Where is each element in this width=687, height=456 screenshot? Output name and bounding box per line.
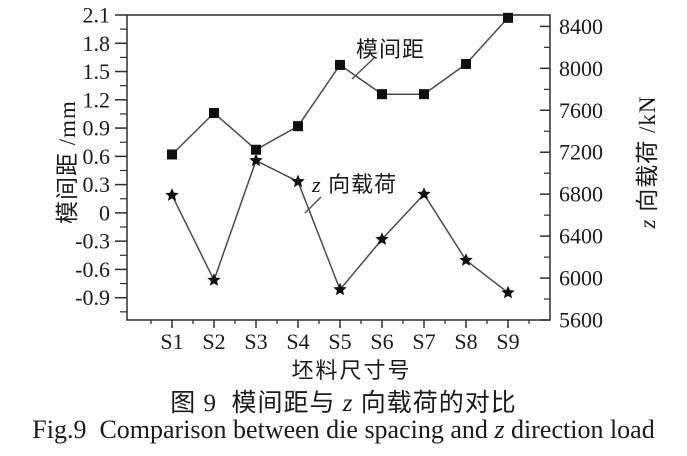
- left-axis-tick-label: 1.8: [83, 31, 111, 56]
- z-load-marker-star: [165, 188, 179, 201]
- caption-en-post: direction load: [504, 415, 655, 444]
- x-axis-tick-label: S3: [244, 329, 267, 354]
- caption-english: Fig.9 Comparison between die spacing and…: [0, 415, 687, 445]
- caption-zh-italic-z: z: [342, 390, 354, 417]
- right-axis-label-italic-z: z: [635, 218, 660, 229]
- right-axis-tick-label: 7200: [559, 140, 603, 165]
- z-load-marker-star: [333, 282, 347, 296]
- z-load-marker-star: [207, 273, 221, 286]
- chart-canvas: 2.1 1.8 1.5 1.2 0.9 0.6 0.3 0 -0.3 -0.6 -0.9 8400 80…: [75, 3, 603, 355]
- left-axis-tick-label: 0: [99, 200, 110, 225]
- left-axis-tick-label: 1.5: [83, 59, 111, 84]
- right-axis-tick-label: 8400: [559, 14, 603, 39]
- caption-en-italic-z: z: [494, 415, 505, 444]
- z-load-marker-star: [249, 153, 263, 167]
- die-spacing-marker-square: [335, 59, 345, 70]
- caption-chinese: 图 9 模间距与 z 向载荷的对比: [0, 383, 687, 419]
- z-load-annotation: z 向载荷: [312, 167, 397, 199]
- x-axis-tick-label: S1: [160, 329, 183, 354]
- left-axis-tick-label: 0.6: [83, 144, 111, 169]
- x-axis-title-text: 坯料尺寸号: [291, 358, 412, 383]
- die-spacing-marker-square: [167, 149, 177, 160]
- x-axis-tick-label: S6: [370, 329, 393, 354]
- z-load-annotation-leader: [304, 196, 322, 214]
- die-spacing-marker-square: [377, 89, 387, 100]
- x-axis-tick-label: S2: [202, 329, 225, 354]
- die-spacing-annotation-text: 模间距: [356, 37, 426, 62]
- die-spacing-marker-square: [251, 144, 261, 155]
- caption-en-pre: Fig.9 Comparison between die spacing and: [32, 415, 495, 444]
- left-axis-label-text: 模间距 /mm: [55, 100, 80, 224]
- die-spacing-annotation: 模间距: [356, 32, 425, 64]
- x-axis-tick-label: S7: [412, 329, 435, 354]
- z-load-marker-star: [291, 174, 305, 188]
- z-load-annotation-italic-z: z: [312, 172, 322, 197]
- z-load-marker-star: [501, 285, 515, 299]
- right-axis-tick-label: 8000: [559, 56, 603, 81]
- right-axis-label: z 向载荷 /kN: [635, 52, 661, 272]
- z-load-marker-star: [375, 232, 389, 245]
- die-spacing-annotation-leader: [351, 57, 375, 80]
- right-axis-tick-label: 6000: [559, 266, 603, 291]
- left-axis-tick-label: 0.3: [83, 172, 111, 197]
- x-axis-title: 坯料尺寸号: [140, 353, 563, 385]
- right-axis-label-text: 向载荷 /kN: [635, 95, 660, 219]
- left-axis-tick-label: -0.3: [75, 229, 110, 254]
- left-axis-tick-label: 0.9: [83, 116, 111, 141]
- x-axis-tick-label: S5: [328, 329, 351, 354]
- die-spacing-marker-square: [461, 58, 471, 69]
- right-axis-tick-label: 6800: [559, 182, 603, 207]
- die-spacing-marker-square: [293, 121, 303, 132]
- right-axis-tick-label: 5600: [559, 308, 603, 333]
- left-axis-label: 模间距 /mm: [55, 52, 81, 272]
- x-axis-tick-label: S8: [454, 329, 477, 354]
- right-axis-tick-label: 7600: [559, 98, 603, 123]
- die-spacing-marker-square: [209, 107, 219, 118]
- x-axis-tick-label: S9: [496, 329, 519, 354]
- z-load-marker-star: [417, 187, 431, 200]
- z-load-marker-star: [459, 253, 473, 266]
- caption-zh-pre: 图 9 模间距与: [170, 390, 343, 417]
- left-axis-tick-label: 1.2: [83, 87, 111, 112]
- left-axis-tick-label: 2.1: [83, 3, 111, 28]
- left-axis-tick-label: -0.6: [75, 257, 110, 282]
- z-load-annotation-text: 向载荷: [321, 172, 398, 197]
- die-spacing-marker-square: [503, 12, 513, 23]
- caption-zh-post: 向载荷的对比: [353, 390, 517, 417]
- left-axis-tick-label: -0.9: [75, 285, 110, 310]
- die-spacing-marker-square: [419, 89, 429, 100]
- x-axis-tick-label: S4: [286, 329, 309, 354]
- right-axis-tick-label: 6400: [559, 224, 603, 249]
